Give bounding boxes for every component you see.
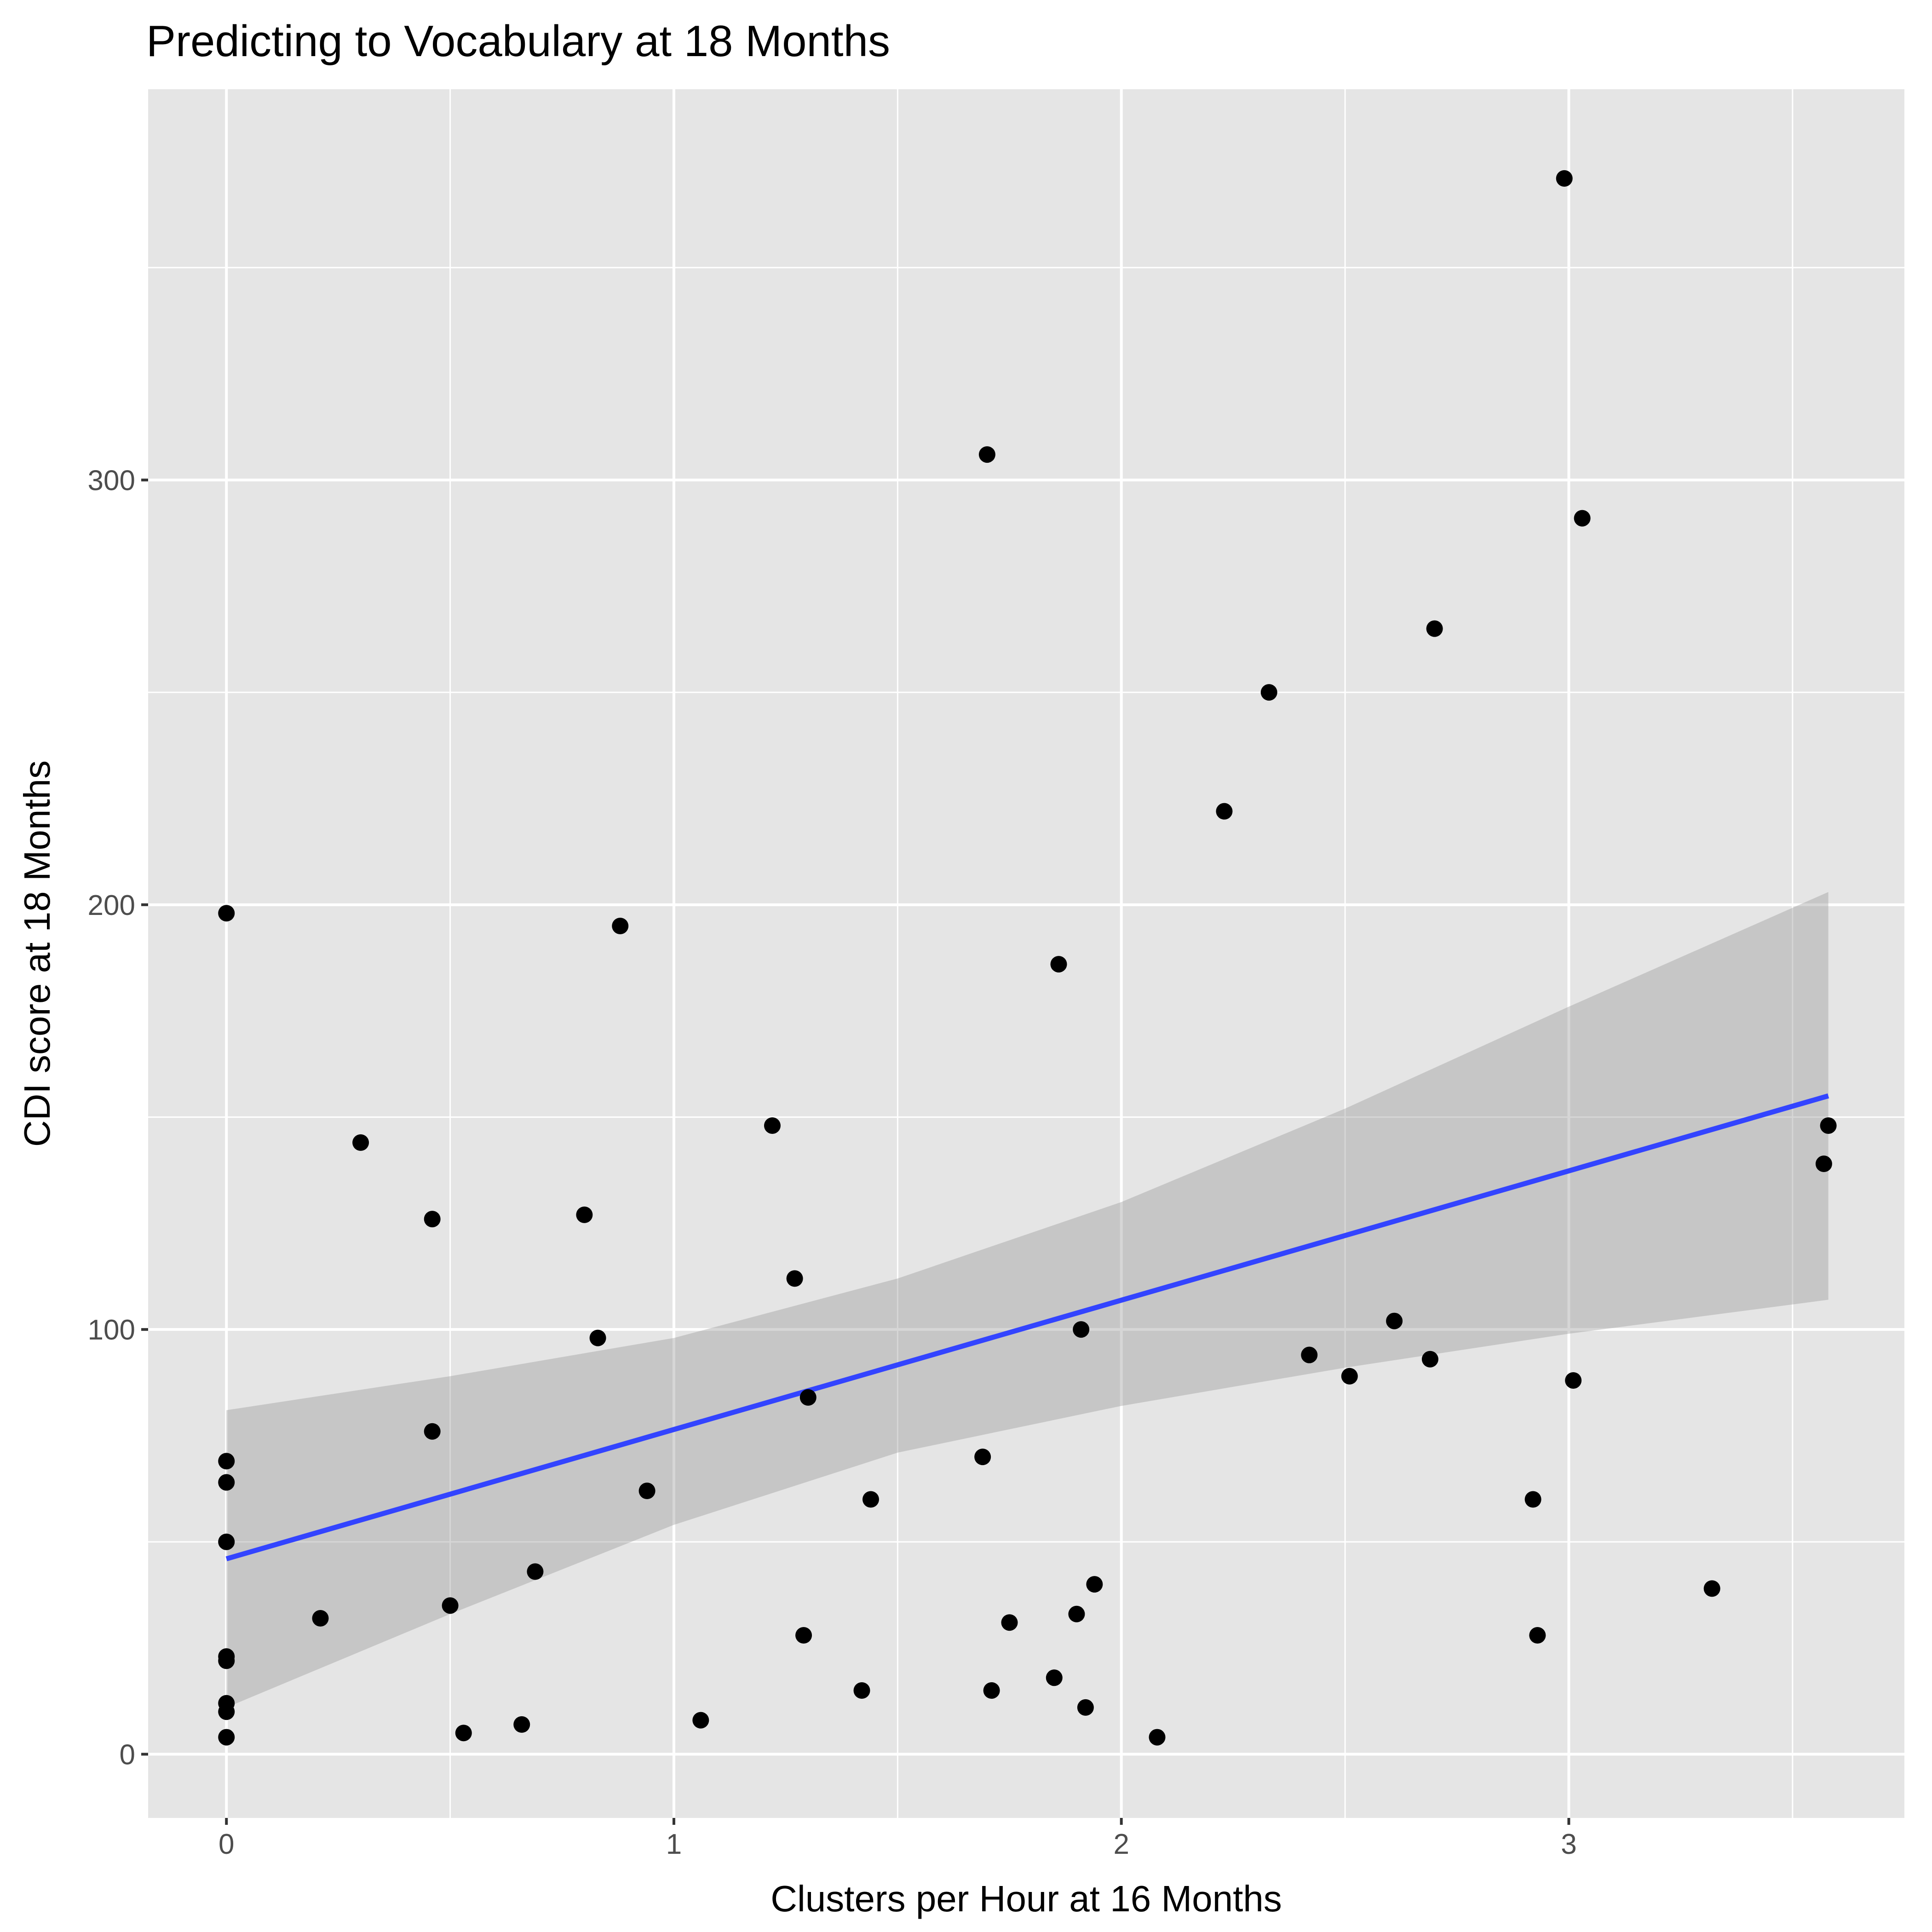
data-point [513, 1716, 530, 1733]
data-point [424, 1211, 441, 1228]
data-point [853, 1682, 870, 1699]
data-point [1216, 803, 1233, 820]
data-point [589, 1329, 606, 1346]
x-tick-label: 3 [1561, 1828, 1576, 1860]
data-point [1341, 1368, 1358, 1385]
data-point [1046, 1669, 1063, 1686]
y-axis-title: CDI score at 18 Months [17, 760, 58, 1147]
data-point [1386, 1312, 1403, 1329]
y-tick-label: 200 [88, 890, 135, 921]
data-point [442, 1597, 459, 1614]
chart-title: Predicting to Vocabulary at 18 Months [146, 17, 890, 66]
data-point [799, 1389, 816, 1406]
data-point [576, 1206, 593, 1223]
data-point [1068, 1605, 1085, 1622]
x-tick-label: 2 [1113, 1828, 1129, 1860]
y-tick-label: 100 [88, 1314, 135, 1346]
data-point [786, 1270, 803, 1287]
y-axis-ticks: 0 100 200 300 [88, 465, 148, 1771]
y-tick-label: 300 [88, 465, 135, 496]
data-point [1260, 684, 1277, 701]
data-point [1077, 1699, 1094, 1716]
data-point [352, 1134, 369, 1151]
data-point [527, 1563, 544, 1580]
data-point [218, 1474, 235, 1491]
x-tick-label: 0 [218, 1828, 234, 1860]
data-point [312, 1610, 329, 1627]
data-point [1524, 1491, 1541, 1508]
data-point [1001, 1614, 1018, 1631]
major-gridlines [148, 89, 1904, 1818]
data-point [1703, 1580, 1720, 1597]
data-point [218, 1533, 235, 1550]
data-point [978, 446, 995, 463]
x-axis-title: Clusters per Hour at 16 Months [770, 1878, 1282, 1919]
data-point [862, 1491, 879, 1508]
data-point [1426, 620, 1443, 637]
data-point [218, 1453, 235, 1470]
data-point [1820, 1117, 1837, 1134]
regression-line [225, 1093, 1829, 1562]
data-point [1086, 1576, 1103, 1593]
data-point [1073, 1321, 1090, 1338]
data-point [692, 1712, 709, 1729]
data-point [795, 1627, 812, 1644]
data-point [1565, 1372, 1582, 1389]
data-point [764, 1117, 781, 1134]
data-point [1421, 1351, 1438, 1368]
data-point [983, 1682, 1000, 1699]
data-point [974, 1449, 991, 1466]
data-point [638, 1483, 656, 1500]
minor-gridlines [148, 89, 1904, 1818]
data-point [1529, 1627, 1546, 1644]
data-point [1574, 510, 1591, 527]
data-point [218, 1729, 235, 1746]
data-point [218, 1703, 235, 1720]
data-points [218, 170, 1837, 1746]
plot-panel [148, 89, 1904, 1818]
data-point [455, 1725, 472, 1742]
data-point [612, 917, 629, 934]
data-point [218, 905, 235, 922]
y-tick-label: 0 [120, 1739, 135, 1771]
data-point [1815, 1156, 1832, 1173]
x-tick-label: 1 [666, 1828, 682, 1860]
confidence-band [226, 892, 1828, 1708]
data-point [424, 1423, 441, 1440]
x-axis-ticks: 0 1 2 3 [218, 1818, 1577, 1860]
data-point [218, 1652, 235, 1669]
data-point [1556, 170, 1573, 187]
data-point [1149, 1729, 1166, 1746]
data-point [1301, 1346, 1318, 1363]
data-point [1050, 956, 1067, 973]
